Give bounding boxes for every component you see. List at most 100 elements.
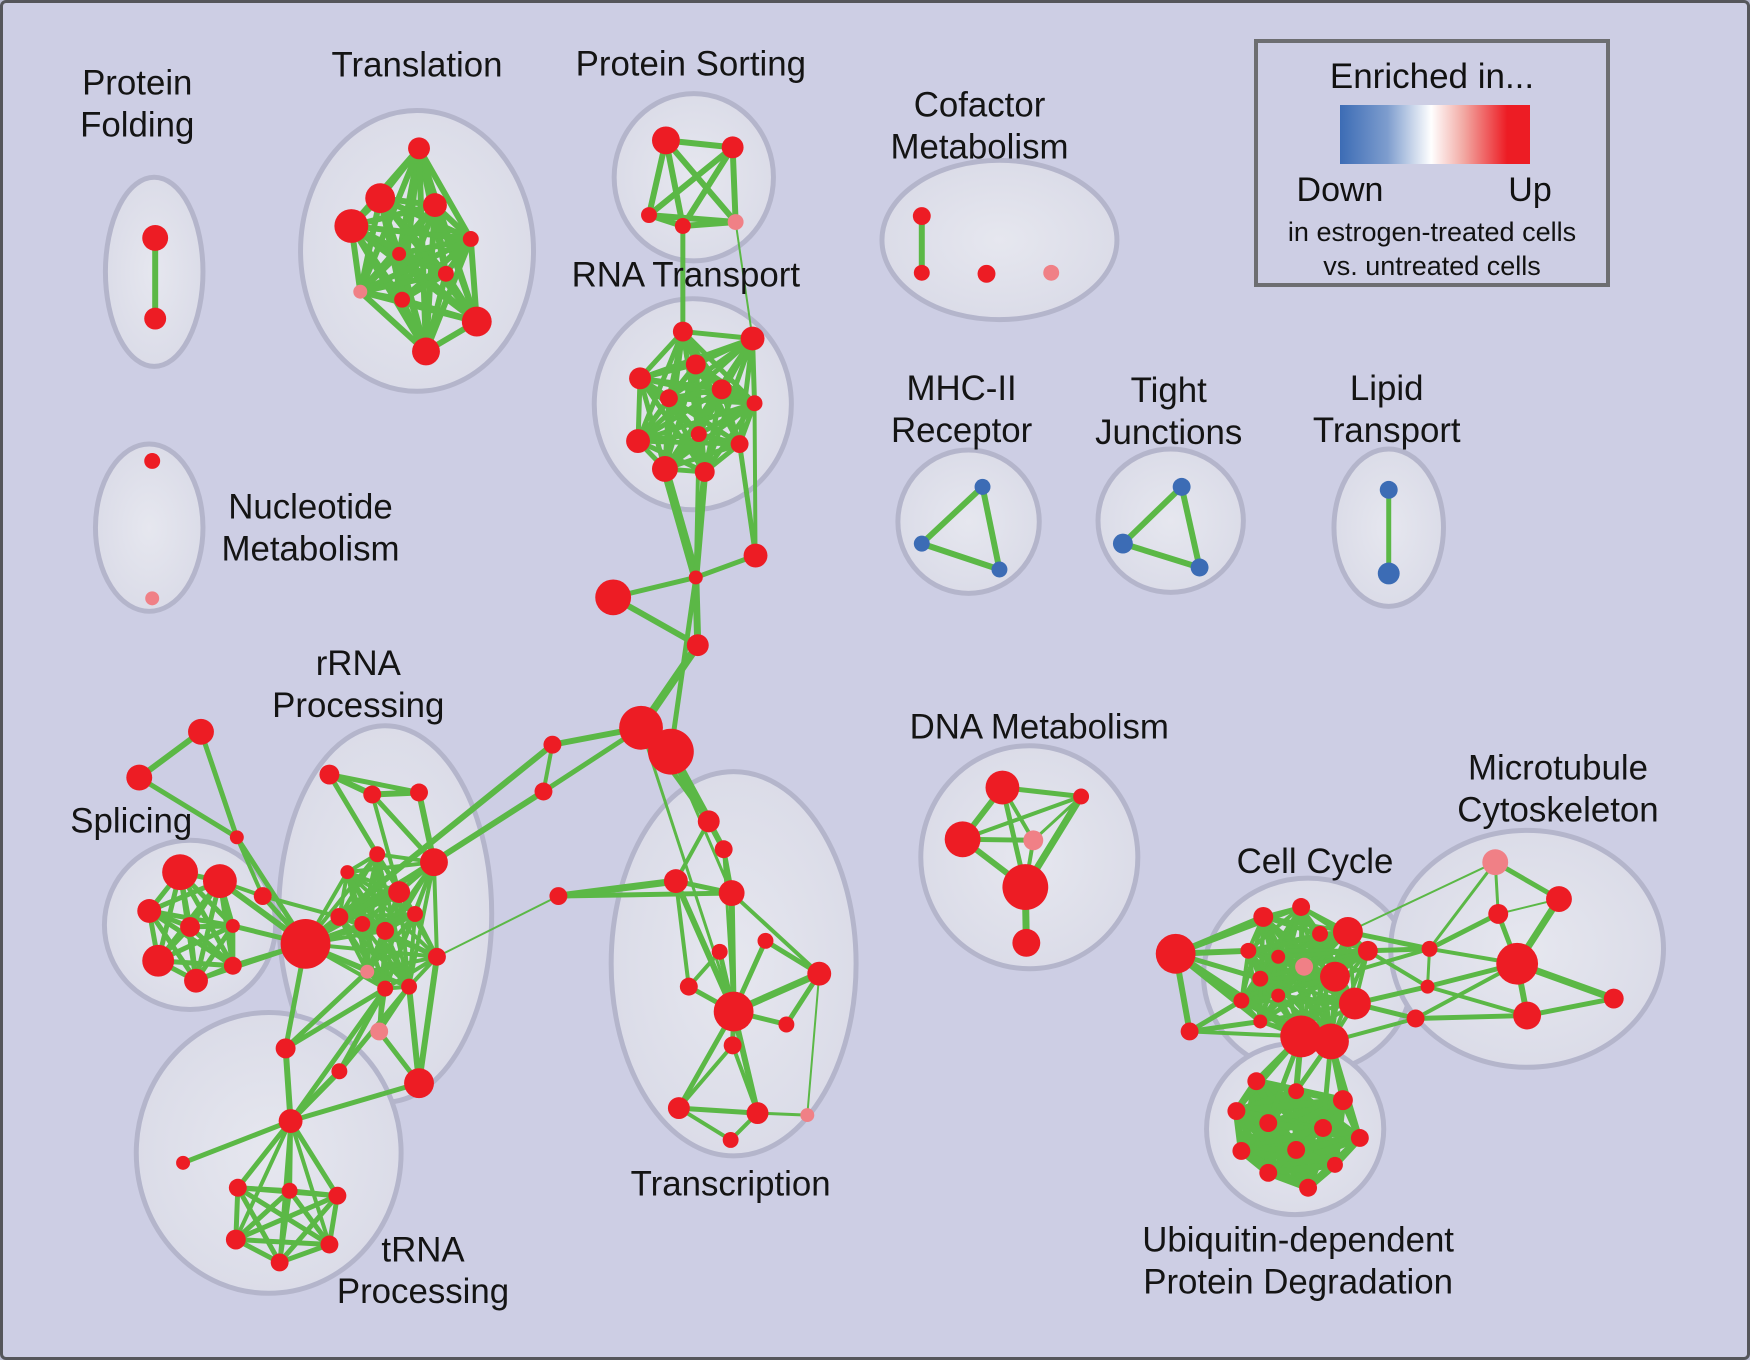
gene-set-node-TR5[interactable]: [225, 1229, 246, 1250]
gene-set-node-PS2[interactable]: [721, 136, 744, 159]
gene-set-node-CC9[interactable]: [1295, 957, 1314, 976]
gene-set-node-CCH[interactable]: [1155, 933, 1196, 974]
gene-set-node-CC2[interactable]: [1253, 906, 1274, 927]
gene-set-node-RR6[interactable]: [388, 881, 411, 904]
gene-set-node-CC15[interactable]: [1338, 987, 1371, 1020]
gene-set-node-X3[interactable]: [229, 830, 244, 845]
gene-set-node-T8[interactable]: [353, 284, 368, 299]
gene-set-node-B2[interactable]: [1313, 1023, 1349, 1060]
gene-set-node-RR8[interactable]: [330, 907, 349, 926]
gene-set-node-C4[interactable]: [686, 634, 709, 657]
gene-set-node-TX3[interactable]: [663, 869, 688, 894]
gene-set-node-RT8[interactable]: [690, 426, 707, 443]
gene-set-node-RR17[interactable]: [331, 1063, 348, 1080]
gene-set-node-T10[interactable]: [461, 306, 492, 337]
gene-set-node-TR6[interactable]: [320, 1235, 339, 1254]
gene-set-node-U9[interactable]: [1287, 1140, 1306, 1159]
gene-set-node-DM2[interactable]: [1073, 788, 1090, 805]
gene-set-node-CC12[interactable]: [1271, 988, 1286, 1003]
gene-set-node-RT11[interactable]: [651, 455, 678, 482]
gene-set-node-TX15[interactable]: [722, 1131, 739, 1148]
gene-set-node-J3[interactable]: [1406, 1009, 1425, 1028]
gene-set-node-TX7[interactable]: [807, 961, 832, 986]
gene-set-node-PF2[interactable]: [144, 307, 167, 330]
gene-set-node-RR18[interactable]: [404, 1068, 434, 1099]
gene-set-node-RR7[interactable]: [420, 848, 448, 877]
gene-set-node-SP7[interactable]: [184, 968, 208, 993]
gene-set-node-DM5[interactable]: [1002, 864, 1049, 910]
gene-set-node-T4[interactable]: [334, 209, 369, 243]
gene-set-node-CC3[interactable]: [1292, 898, 1311, 916]
gene-set-node-C3[interactable]: [595, 579, 632, 616]
gene-set-node-RR5[interactable]: [340, 865, 355, 880]
gene-set-node-MH1[interactable]: [974, 478, 991, 495]
gene-set-node-MT2[interactable]: [1546, 886, 1572, 912]
gene-set-node-RR4[interactable]: [369, 846, 386, 863]
gene-set-node-RR14[interactable]: [401, 978, 418, 995]
gene-set-node-T2[interactable]: [365, 183, 396, 214]
gene-set-node-U5[interactable]: [1259, 1114, 1278, 1132]
gene-set-node-RT7[interactable]: [746, 395, 763, 412]
gene-set-node-SP2[interactable]: [202, 864, 237, 899]
gene-set-node-RR16[interactable]: [275, 1038, 296, 1059]
gene-set-node-U10[interactable]: [1326, 1156, 1343, 1173]
gene-set-node-TX6[interactable]: [711, 943, 728, 960]
gene-set-node-RR10[interactable]: [376, 921, 395, 940]
gene-set-node-C7[interactable]: [549, 887, 568, 906]
gene-set-node-RR15[interactable]: [427, 947, 446, 966]
gene-set-node-T11[interactable]: [412, 337, 440, 366]
gene-set-node-TX2[interactable]: [714, 840, 733, 859]
gene-set-node-LT1[interactable]: [1379, 480, 1398, 499]
gene-set-node-TX9[interactable]: [713, 991, 754, 1032]
gene-set-node-RR11[interactable]: [407, 905, 424, 922]
gene-set-node-C2[interactable]: [688, 570, 703, 585]
gene-set-node-U7[interactable]: [1350, 1129, 1369, 1147]
gene-set-node-U1[interactable]: [1247, 1072, 1266, 1091]
gene-set-node-NM2[interactable]: [145, 591, 160, 606]
gene-set-node-RR19[interactable]: [370, 1022, 389, 1041]
gene-set-node-D1[interactable]: [619, 705, 663, 750]
gene-set-node-PS5[interactable]: [727, 214, 744, 230]
gene-set-node-MT6[interactable]: [1603, 988, 1624, 1009]
gene-set-node-TRH[interactable]: [278, 1109, 303, 1133]
gene-set-node-CM4[interactable]: [1043, 264, 1060, 281]
gene-set-node-RT1[interactable]: [672, 321, 693, 342]
gene-set-node-NM1[interactable]: [144, 453, 161, 469]
gene-set-node-RR1[interactable]: [319, 764, 340, 785]
gene-set-node-CM3[interactable]: [977, 264, 996, 283]
gene-set-node-B1[interactable]: [1280, 1015, 1323, 1058]
gene-set-node-TR3[interactable]: [281, 1182, 298, 1199]
gene-set-node-TX4[interactable]: [718, 880, 745, 906]
gene-set-node-SP4[interactable]: [180, 916, 200, 937]
gene-set-node-CM2[interactable]: [913, 264, 930, 281]
gene-set-node-RT3[interactable]: [685, 354, 706, 375]
gene-set-node-RT9[interactable]: [626, 429, 650, 454]
gene-set-node-MT1[interactable]: [1482, 849, 1509, 876]
gene-set-node-RT6[interactable]: [711, 379, 732, 400]
gene-set-node-C6[interactable]: [534, 782, 553, 801]
gene-set-node-CC5[interactable]: [1332, 916, 1363, 947]
gene-set-node-TX14[interactable]: [800, 1108, 815, 1123]
gene-set-node-MH3[interactable]: [991, 561, 1008, 578]
gene-set-node-T5[interactable]: [392, 246, 407, 261]
gene-set-node-MT3[interactable]: [1488, 904, 1509, 924]
gene-set-node-CC7[interactable]: [1240, 942, 1257, 959]
gene-set-node-RR0[interactable]: [253, 887, 272, 906]
gene-set-node-PF1[interactable]: [142, 225, 169, 251]
gene-set-node-SP1[interactable]: [162, 854, 198, 891]
gene-set-node-DM6[interactable]: [1012, 928, 1041, 957]
gene-set-node-LT2[interactable]: [1377, 562, 1400, 585]
gene-set-node-TX13[interactable]: [746, 1102, 769, 1125]
gene-set-node-CC8[interactable]: [1271, 949, 1286, 964]
gene-set-node-TJ3[interactable]: [1190, 558, 1209, 577]
gene-set-node-U4[interactable]: [1227, 1102, 1246, 1121]
gene-set-node-T7[interactable]: [437, 265, 454, 282]
gene-set-node-CC1[interactable]: [1180, 1022, 1199, 1041]
gene-set-node-RR12[interactable]: [360, 964, 375, 979]
gene-set-node-CC11[interactable]: [1252, 970, 1269, 987]
gene-set-node-RT10[interactable]: [730, 435, 749, 454]
gene-set-node-MT4[interactable]: [1496, 942, 1539, 985]
gene-set-node-CM1[interactable]: [912, 207, 931, 226]
gene-set-node-RT4[interactable]: [629, 367, 651, 390]
gene-set-node-T1[interactable]: [408, 137, 430, 160]
